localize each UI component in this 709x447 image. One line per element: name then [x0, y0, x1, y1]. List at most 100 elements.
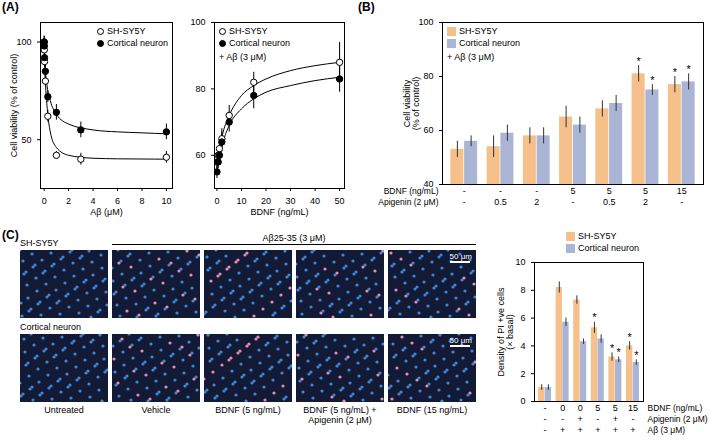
svg-text:*: * — [686, 63, 691, 75]
svg-text:40: 40 — [310, 196, 320, 206]
svg-text:6: 6 — [520, 313, 525, 323]
svg-text:5: 5 — [643, 186, 648, 196]
svg-text:50 μm: 50 μm — [450, 336, 473, 345]
svg-text:+: + — [578, 425, 583, 435]
svg-text:-: - — [544, 425, 547, 435]
svg-text:0: 0 — [214, 196, 219, 206]
svg-text:0: 0 — [520, 396, 525, 406]
svg-text:Cell viability (% of control): Cell viability (% of control) — [9, 54, 19, 158]
svg-text:5: 5 — [570, 186, 575, 196]
svg-text:15: 15 — [677, 186, 687, 196]
svg-text:50 μm: 50 μm — [450, 252, 473, 261]
svg-text:10: 10 — [515, 257, 525, 267]
svg-text:10: 10 — [161, 196, 171, 206]
svg-text:-: - — [561, 414, 564, 424]
svg-text:+: + — [595, 425, 600, 435]
svg-text:10: 10 — [236, 196, 246, 206]
svg-text:0.5: 0.5 — [603, 197, 616, 207]
svg-text:*: * — [617, 346, 622, 358]
svg-text:2: 2 — [66, 196, 71, 206]
svg-text:80: 80 — [423, 71, 433, 81]
svg-text:60: 60 — [423, 125, 433, 135]
svg-text:Cell viability(% of control): Cell viability(% of control) — [402, 77, 421, 131]
svg-text:5: 5 — [595, 403, 600, 413]
svg-text:Apigenin (2 μM): Apigenin (2 μM) — [648, 414, 708, 424]
svg-text:80: 80 — [195, 84, 205, 94]
svg-text:Aβ (μM): Aβ (μM) — [90, 207, 122, 217]
svg-text:-: - — [544, 414, 547, 424]
svg-text:Density of PI +ve cells(× basa: Density of PI +ve cells(× basal) — [496, 287, 515, 376]
svg-text:-: - — [463, 197, 466, 207]
svg-text:5: 5 — [613, 403, 618, 413]
svg-text:BDNF (ng/mL): BDNF (ng/mL) — [250, 207, 308, 217]
svg-text:50: 50 — [21, 135, 31, 145]
html-text:Cortical neuron: Cortical neuron — [459, 38, 520, 48]
svg-text:40: 40 — [423, 179, 434, 190]
html-text:(B): (B) — [358, 0, 375, 14]
svg-text:*: * — [673, 66, 678, 78]
svg-text:0: 0 — [560, 403, 565, 413]
svg-text:100: 100 — [418, 17, 433, 27]
svg-text:BDNF (ng/mL): BDNF (ng/mL) — [648, 403, 703, 413]
svg-text:*: * — [627, 331, 632, 343]
svg-text:30: 30 — [286, 196, 296, 206]
svg-text:+: + — [578, 414, 583, 424]
html-text:SH-SY5Y: SH-SY5Y — [107, 26, 146, 36]
svg-text:2: 2 — [534, 197, 539, 207]
svg-text:+: + — [630, 425, 635, 435]
html-text:(A): (A) — [2, 0, 19, 14]
svg-text:-: - — [596, 414, 599, 424]
html-text:(C): (C) — [2, 228, 19, 242]
svg-text:8: 8 — [520, 285, 525, 295]
html-text:Cortical neuron: Cortical neuron — [229, 38, 290, 48]
html-text:Aβ25-35 (3 μM): Aβ25-35 (3 μM) — [262, 233, 326, 243]
svg-text:+: + — [613, 425, 618, 435]
svg-text:-: - — [544, 403, 547, 413]
svg-text:2: 2 — [643, 197, 648, 207]
svg-text:0: 0 — [578, 403, 583, 413]
svg-text:-: - — [680, 197, 683, 207]
html-text:Cortical neuron: Cortical neuron — [578, 243, 639, 253]
html-text:+ Aβ (3 μM): + Aβ (3 μM) — [447, 52, 495, 62]
svg-text:20: 20 — [261, 196, 271, 206]
html-text:Untreated: Untreated — [44, 405, 84, 415]
svg-text:5: 5 — [607, 186, 612, 196]
svg-text:2: 2 — [520, 369, 525, 379]
svg-text:Apigenin (2 μM): Apigenin (2 μM) — [378, 197, 438, 207]
svg-text:-: - — [631, 414, 634, 424]
html-text:SH-SY5Y: SH-SY5Y — [459, 26, 498, 36]
svg-text:15: 15 — [628, 403, 638, 413]
svg-text:100: 100 — [16, 37, 31, 47]
html-text:BDNF (5 ng/mL): BDNF (5 ng/mL) — [215, 405, 281, 415]
html-text:Cortical neuron: Cortical neuron — [107, 38, 168, 48]
svg-text:-: - — [572, 197, 575, 207]
svg-text:0: 0 — [42, 196, 47, 206]
svg-text:+: + — [560, 425, 565, 435]
svg-text:*: * — [636, 55, 641, 67]
svg-text:-: - — [499, 186, 502, 196]
svg-text:+: + — [613, 414, 618, 424]
html-text:SH-SY5Y: SH-SY5Y — [578, 231, 617, 241]
svg-text:100: 100 — [190, 17, 205, 27]
html-text:BDNF (5 ng/mL) + Apigenin (2 μ: BDNF (5 ng/mL) + Apigenin (2 μM) — [303, 405, 377, 425]
svg-text:*: * — [592, 311, 597, 323]
html-text:+ Aβ (3 μM): + Aβ (3 μM) — [219, 52, 267, 62]
svg-text:*: * — [610, 342, 615, 354]
svg-text:60: 60 — [195, 150, 205, 160]
html-text:Vehicle: Vehicle — [141, 405, 171, 415]
svg-text:4: 4 — [520, 341, 525, 351]
svg-text:50: 50 — [335, 196, 345, 206]
html-text:SH-SY5Y: SH-SY5Y — [20, 238, 59, 248]
svg-text:-: - — [463, 186, 466, 196]
svg-text:4: 4 — [91, 196, 96, 206]
svg-text:*: * — [634, 349, 639, 361]
html-text:Cortical neuron: Cortical neuron — [20, 322, 81, 332]
html-text:SH-SY5Y: SH-SY5Y — [229, 26, 268, 36]
svg-text:Aβ (3 μM): Aβ (3 μM) — [648, 425, 686, 435]
svg-text:BDNF (ng/mL): BDNF (ng/mL) — [384, 186, 439, 196]
svg-text:8: 8 — [139, 196, 144, 206]
svg-text:6: 6 — [115, 196, 120, 206]
svg-text:0.5: 0.5 — [494, 197, 507, 207]
svg-text:-: - — [535, 186, 538, 196]
svg-text:*: * — [650, 74, 655, 86]
